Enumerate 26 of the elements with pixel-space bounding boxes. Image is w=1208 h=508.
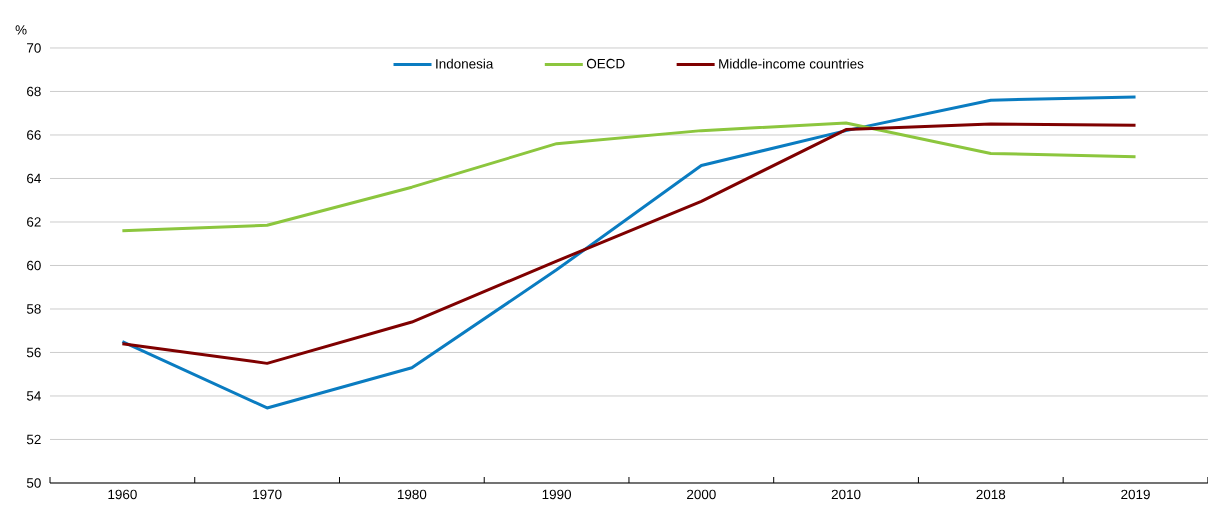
x-tick-label: 1980 [397, 489, 427, 500]
y-tick-label: 68 [27, 86, 41, 97]
y-tick-label: 56 [26, 347, 41, 358]
x-tick-label: 1970 [253, 489, 282, 500]
y-tick-label: 54 [26, 391, 41, 401]
x-tick-label: 1990 [542, 489, 572, 500]
y-tick-label: 66 [27, 130, 41, 140]
legend-label: Middle-income countries [719, 58, 864, 69]
x-tick-label: 1960 [108, 489, 137, 500]
y-tick-label: 58 [26, 304, 41, 314]
legend-label: Indonesia [436, 58, 494, 69]
line-series [120, 95, 1138, 410]
y-tick-label: 70 [27, 43, 41, 53]
y-tick-label: 64 [27, 173, 41, 184]
line-series [120, 121, 1138, 233]
legend-label: OECD [586, 58, 625, 69]
x-tick-label: 2018 [976, 489, 1006, 500]
x-tick-label: 2019 [1121, 489, 1150, 500]
x-tick-label: 2010 [831, 489, 861, 500]
y-tick-label: 60 [27, 260, 41, 271]
x-tick-label: 2000 [687, 489, 716, 500]
y-axis-title: % [15, 25, 27, 35]
y-tick-label: 62 [27, 217, 41, 227]
y-tick-label: 50 [26, 478, 41, 488]
line-series [120, 122, 1138, 365]
y-tick-label: 52 [26, 434, 41, 445]
